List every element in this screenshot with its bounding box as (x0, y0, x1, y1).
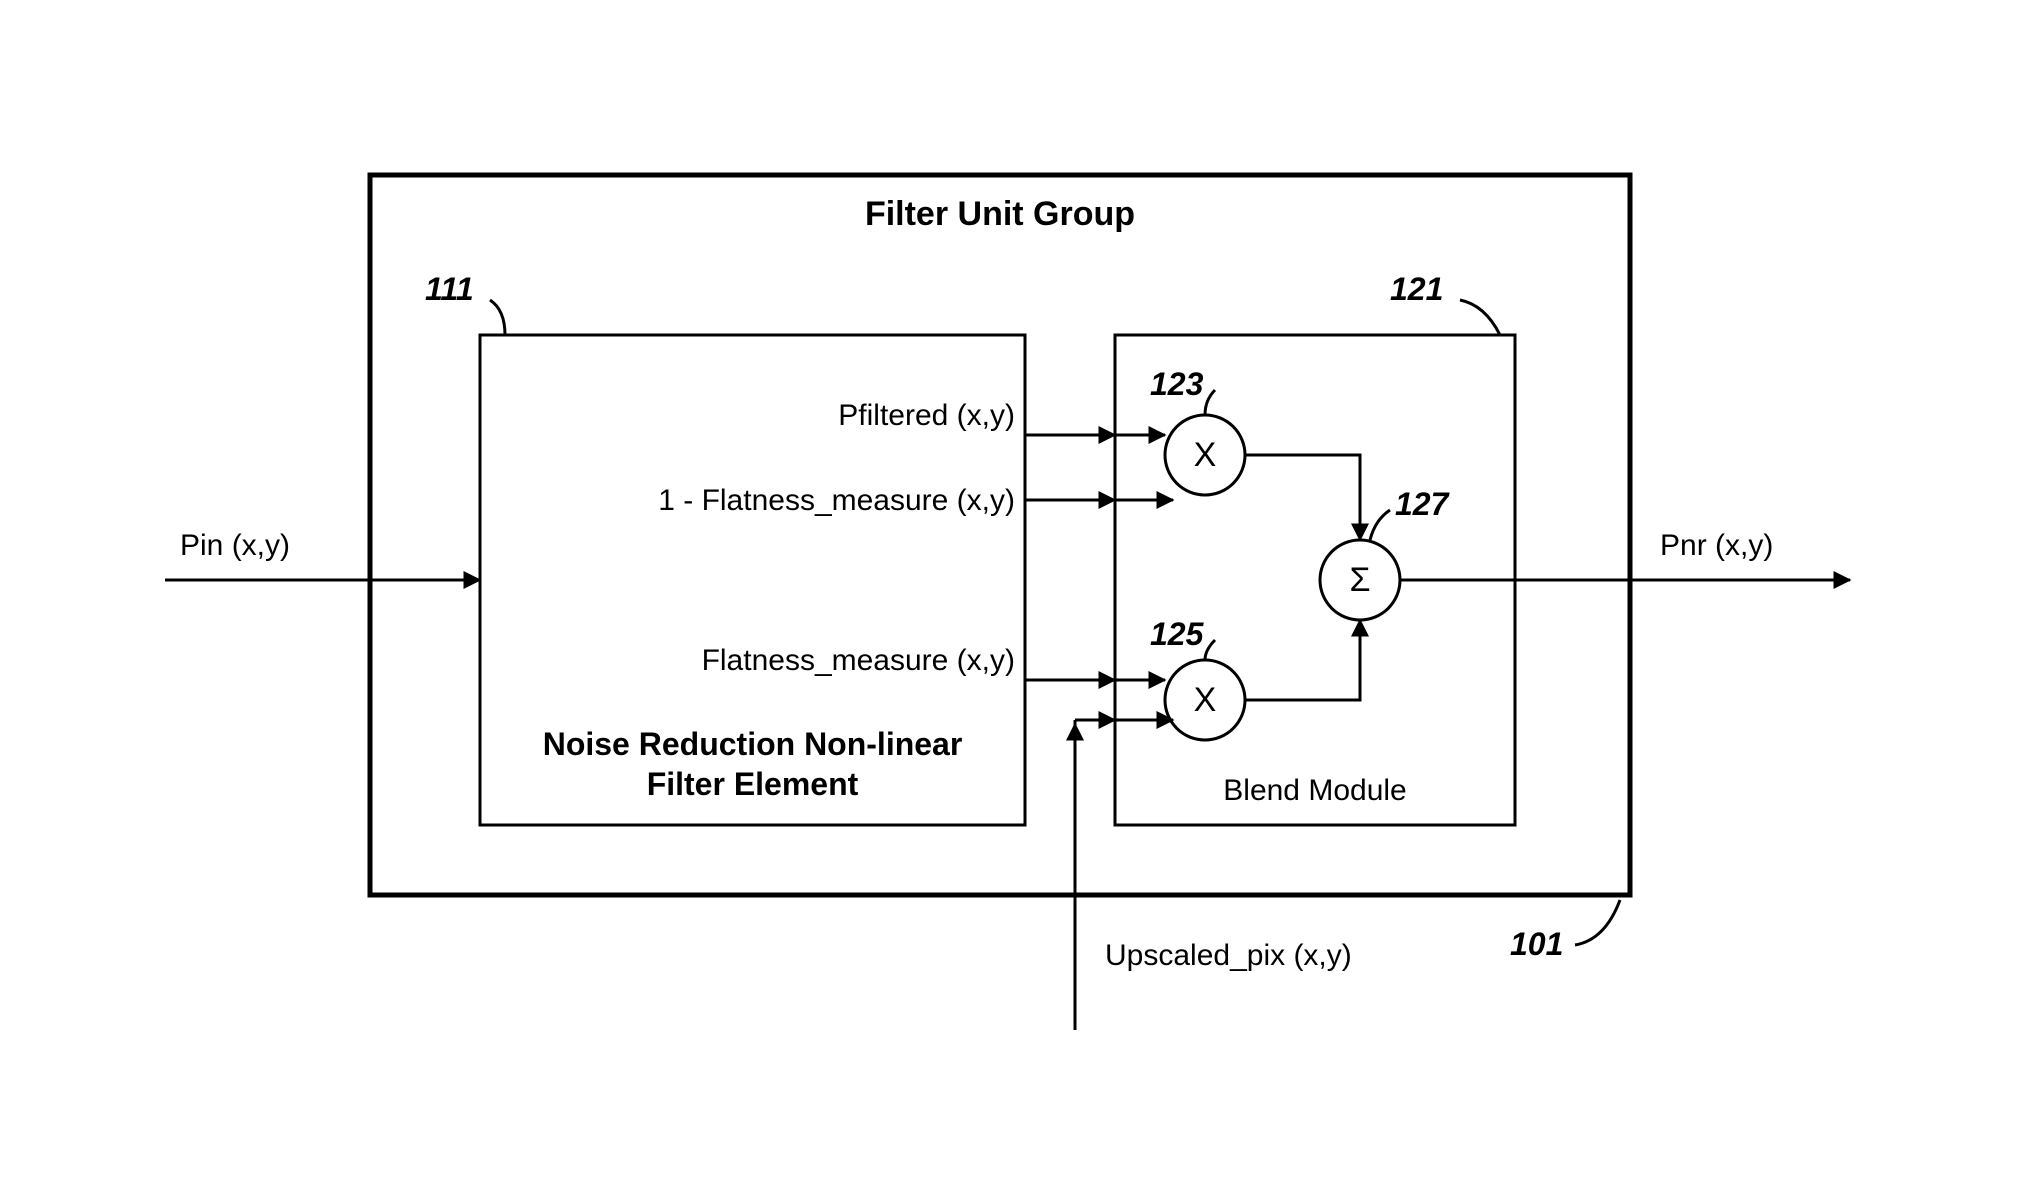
label-pfiltered: Pfiltered (x,y) (838, 399, 1015, 432)
ref-125: 125 (1150, 616, 1205, 652)
blend-module-title: Blend Module (1223, 774, 1406, 807)
wire-mtop-to-sum (1245, 455, 1360, 540)
ref-125-leader (1205, 640, 1215, 660)
label-oneminus: 1 - Flatness_measure (x,y) (658, 484, 1015, 517)
label-pin: Pin (x,y) (180, 529, 290, 562)
label-pnr: Pnr (x,y) (1660, 529, 1773, 562)
ref-121-leader (1460, 300, 1500, 335)
filter-unit-group-title: Filter Unit Group (865, 195, 1135, 233)
ref-101: 101 (1510, 926, 1563, 962)
ref-127: 127 (1395, 486, 1451, 522)
ref-101-leader (1575, 900, 1620, 945)
ref-123-leader (1205, 390, 1215, 415)
multiplier-top-label: X (1194, 436, 1217, 474)
filter-title-line1: Noise Reduction Non-linear (543, 726, 963, 762)
ref-123: 123 (1150, 366, 1204, 402)
label-flatness: Flatness_measure (x,y) (702, 644, 1015, 677)
ref-111-leader (490, 300, 505, 335)
summation-label: Σ (1349, 561, 1370, 599)
wire-mbot-to-sum (1245, 620, 1360, 700)
ref-121: 121 (1390, 271, 1443, 307)
ref-127-leader (1370, 510, 1390, 540)
filter-title-line2: Filter Element (647, 766, 859, 802)
ref-111: 111 (425, 271, 474, 307)
multiplier-bottom-label: X (1194, 681, 1217, 719)
label-upscaled: Upscaled_pix (x,y) (1105, 939, 1352, 972)
